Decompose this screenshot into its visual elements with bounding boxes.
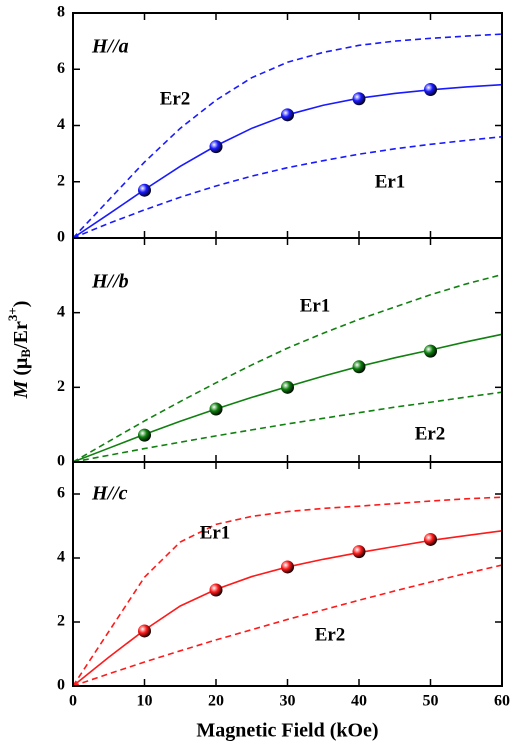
y-tick-label: 2 — [57, 378, 65, 395]
y-axis-label-part: M — [10, 379, 32, 399]
y-tick-label: 4 — [57, 116, 65, 133]
data-point — [138, 624, 151, 638]
dashed-line — [72, 273, 503, 463]
x-tick-label: 50 — [423, 693, 439, 710]
y-axis-label-part: /Er — [10, 321, 32, 350]
panel-label: H//a — [91, 36, 129, 58]
fit-line — [72, 83, 503, 239]
dashed-line — [72, 564, 503, 687]
annotation: Er2 — [315, 624, 346, 645]
data-point — [424, 532, 437, 546]
y-tick-label: 2 — [57, 613, 65, 630]
data-point — [209, 402, 223, 416]
data-point — [209, 140, 223, 154]
data-point — [281, 108, 294, 122]
data-point — [281, 560, 294, 574]
data-point — [424, 344, 437, 358]
data-point — [138, 428, 151, 442]
panel-label: H//b — [91, 271, 129, 293]
y-tick-label: 6 — [57, 60, 65, 77]
x-tick-label: 30 — [280, 693, 296, 710]
data-point — [138, 183, 151, 197]
y-tick-label: 0 — [57, 453, 65, 470]
annotation: Er2 — [415, 423, 446, 444]
plot-frame — [72, 12, 503, 239]
y-axis-label-part: B — [18, 349, 33, 358]
annotation: Er1 — [300, 295, 331, 316]
data-point — [352, 545, 366, 559]
y-axis-label-part: 3+ — [5, 307, 20, 321]
plot-frame — [72, 461, 503, 687]
y-axis-label: M (μB/Er3+) — [5, 301, 33, 400]
panel-label: H//c — [91, 483, 128, 505]
data-point — [209, 583, 223, 597]
annotation: Er1 — [375, 171, 406, 192]
dashed-line — [72, 496, 503, 687]
annotation: Er1 — [200, 522, 231, 543]
annotation: Er2 — [160, 88, 191, 109]
y-tick-label: 6 — [57, 485, 65, 502]
y-tick-label: 8 — [57, 4, 65, 21]
y-tick-label: 2 — [57, 172, 65, 189]
data-point — [352, 360, 366, 374]
y-tick-label: 4 — [57, 303, 65, 320]
data-point — [352, 92, 366, 106]
y-axis-label-part: (μ — [10, 357, 32, 381]
y-tick-label: 0 — [57, 677, 65, 694]
y-tick-label: 0 — [57, 229, 65, 246]
x-tick-label: 10 — [137, 693, 153, 710]
x-tick-label: 20 — [208, 693, 224, 710]
dashed-line — [72, 135, 503, 239]
dashed-line — [72, 391, 503, 463]
x-tick-label: 0 — [69, 693, 77, 710]
data-point — [424, 83, 437, 96]
y-tick-label: 4 — [57, 549, 65, 566]
y-axis-label-part: ) — [10, 301, 32, 308]
x-tick-label: 60 — [494, 693, 510, 710]
fit-line — [72, 530, 503, 687]
dashed-line — [72, 33, 503, 239]
x-axis-label: Magnetic Field (kOe) — [196, 720, 378, 742]
data-point — [281, 380, 294, 394]
x-tick-label: 40 — [351, 693, 367, 710]
